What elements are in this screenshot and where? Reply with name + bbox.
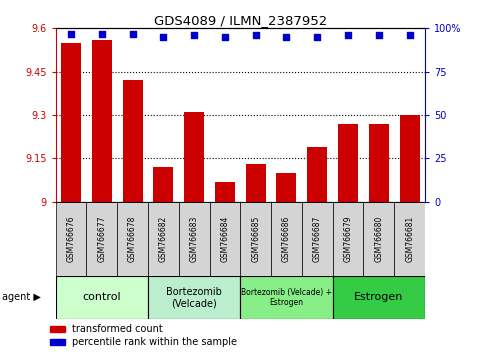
Bar	[369, 124, 389, 202]
Bar	[302, 202, 333, 276]
Text: GSM766686: GSM766686	[282, 216, 291, 262]
Bar	[394, 202, 425, 276]
Text: Estrogen: Estrogen	[354, 292, 403, 302]
Bar	[333, 202, 364, 276]
Title: GDS4089 / ILMN_2387952: GDS4089 / ILMN_2387952	[154, 14, 327, 27]
Text: control: control	[83, 292, 121, 302]
Text: transformed count: transformed count	[72, 324, 163, 334]
Point	[344, 33, 352, 38]
Point	[283, 34, 290, 40]
Bar	[307, 147, 327, 202]
Text: GSM766683: GSM766683	[190, 216, 199, 262]
Bar	[50, 339, 65, 345]
Point	[406, 33, 413, 38]
Point	[159, 34, 167, 40]
Bar	[153, 167, 173, 202]
Bar	[56, 202, 86, 276]
Text: GSM766677: GSM766677	[97, 216, 106, 262]
Bar	[148, 276, 241, 319]
Text: agent ▶: agent ▶	[2, 292, 41, 302]
Bar	[338, 124, 358, 202]
Bar	[86, 202, 117, 276]
Text: GSM766687: GSM766687	[313, 216, 322, 262]
Text: GSM766679: GSM766679	[343, 216, 353, 262]
Text: GSM766680: GSM766680	[374, 216, 384, 262]
Bar	[117, 202, 148, 276]
Bar	[215, 182, 235, 202]
Bar	[246, 164, 266, 202]
Bar	[399, 115, 420, 202]
Bar	[61, 43, 81, 202]
Point	[128, 31, 136, 36]
Text: GSM766678: GSM766678	[128, 216, 137, 262]
Text: GSM766676: GSM766676	[67, 216, 75, 262]
Bar	[184, 112, 204, 202]
Bar	[179, 202, 210, 276]
Text: percentile rank within the sample: percentile rank within the sample	[72, 337, 238, 347]
Bar	[271, 202, 302, 276]
Point	[375, 33, 383, 38]
Text: GSM766685: GSM766685	[251, 216, 260, 262]
Bar	[92, 40, 112, 202]
Point	[98, 31, 106, 36]
Bar	[240, 276, 333, 319]
Bar	[50, 326, 65, 332]
Bar	[364, 202, 394, 276]
Bar	[276, 173, 297, 202]
Point	[190, 33, 198, 38]
Text: GSM766684: GSM766684	[220, 216, 229, 262]
Point	[252, 33, 259, 38]
Point	[67, 31, 75, 36]
Bar	[148, 202, 179, 276]
Bar	[210, 202, 240, 276]
Bar	[123, 80, 142, 202]
Text: GSM766681: GSM766681	[405, 216, 414, 262]
Bar	[240, 202, 271, 276]
Bar	[333, 276, 425, 319]
Point	[221, 34, 229, 40]
Bar	[56, 276, 148, 319]
Text: Bortezomib (Velcade) +
Estrogen: Bortezomib (Velcade) + Estrogen	[241, 288, 332, 307]
Point	[313, 34, 321, 40]
Text: GSM766682: GSM766682	[159, 216, 168, 262]
Text: Bortezomib
(Velcade): Bortezomib (Velcade)	[166, 286, 222, 308]
